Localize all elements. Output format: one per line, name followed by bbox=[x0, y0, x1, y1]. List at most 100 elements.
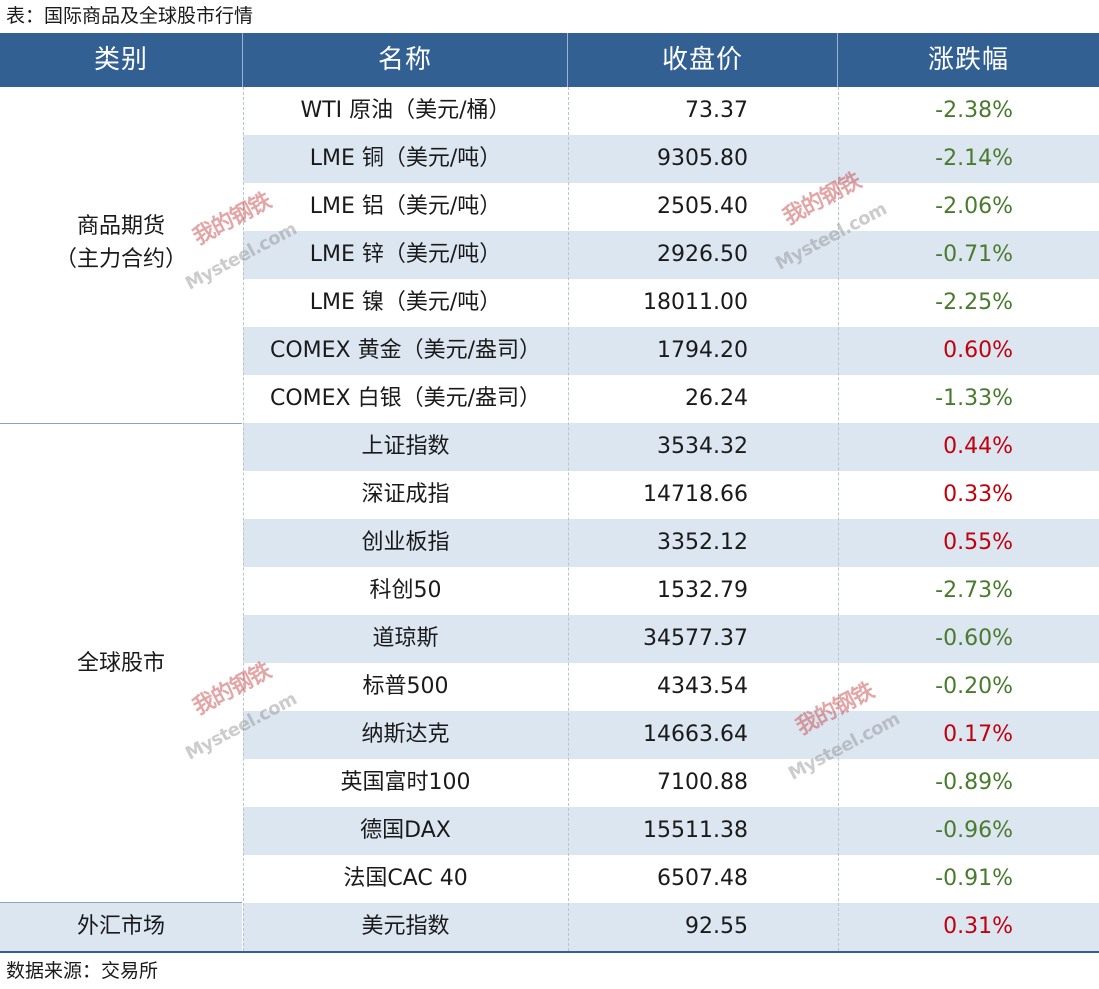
table-row: 上证指数 3534.32 0.44% bbox=[243, 423, 1099, 471]
row-price-cell: 4343.54 bbox=[568, 663, 837, 711]
row-change: -0.91% bbox=[935, 866, 1013, 891]
row-change-cell: -0.60% bbox=[837, 615, 1099, 663]
column-divider bbox=[243, 87, 244, 951]
row-change: -2.25% bbox=[935, 290, 1013, 315]
row-price-cell: 92.55 bbox=[568, 903, 837, 951]
row-price: 2505.40 bbox=[657, 194, 748, 219]
row-price: 9305.80 bbox=[657, 146, 748, 171]
row-name: 科创50 bbox=[369, 578, 442, 603]
row-name: 德国DAX bbox=[360, 818, 451, 843]
table-row: LME 镍（美元/吨） 18011.00 -2.25% bbox=[243, 279, 1099, 327]
row-change-cell: -0.89% bbox=[837, 759, 1099, 807]
row-price: 1794.20 bbox=[657, 338, 748, 363]
table-row: 科创50 1532.79 -2.73% bbox=[243, 567, 1099, 615]
row-price: 15511.38 bbox=[643, 818, 748, 843]
table-row: 深证成指 14718.66 0.33% bbox=[243, 471, 1099, 519]
table-row: WTI 原油（美元/桶） 73.37 -2.38% bbox=[243, 87, 1099, 135]
row-price-cell: 34577.37 bbox=[568, 615, 837, 663]
row-name: 英国富时100 bbox=[340, 770, 471, 795]
category-stocks: 全球股市 bbox=[76, 651, 165, 676]
row-price: 18011.00 bbox=[643, 290, 748, 315]
row-change-cell: -0.71% bbox=[837, 231, 1099, 279]
row-change-cell: -2.38% bbox=[837, 87, 1099, 135]
row-name: 法国CAC 40 bbox=[343, 866, 468, 891]
table-row: 道琼斯 34577.37 -0.60% bbox=[243, 615, 1099, 663]
row-name: 标普500 bbox=[362, 674, 449, 699]
row-change: 0.55% bbox=[943, 530, 1013, 555]
row-price-cell: 14663.64 bbox=[568, 711, 837, 759]
row-price-cell: 18011.00 bbox=[568, 279, 837, 327]
row-name: LME 镍（美元/吨） bbox=[309, 290, 502, 315]
header-change: 涨跌幅 bbox=[927, 45, 1009, 75]
row-change-cell: 0.44% bbox=[837, 423, 1099, 471]
row-change: -0.71% bbox=[935, 242, 1013, 267]
row-change: 0.60% bbox=[943, 338, 1013, 363]
row-price: 7100.88 bbox=[657, 770, 748, 795]
row-price-cell: 26.24 bbox=[568, 375, 837, 423]
row-change-cell: 0.17% bbox=[837, 711, 1099, 759]
row-name: COMEX 白银（美元/盎司） bbox=[269, 386, 542, 411]
row-price: 73.37 bbox=[685, 98, 748, 123]
row-change: 0.33% bbox=[943, 482, 1013, 507]
row-price-cell: 9305.80 bbox=[568, 135, 837, 183]
row-change: -1.33% bbox=[935, 386, 1013, 411]
row-change: -0.60% bbox=[935, 626, 1013, 651]
row-change: -0.20% bbox=[935, 674, 1013, 699]
row-name: LME 锌（美元/吨） bbox=[309, 242, 502, 267]
row-change-cell: -0.91% bbox=[837, 855, 1099, 903]
row-name: 美元指数 bbox=[361, 914, 450, 939]
table-bottom-border bbox=[0, 951, 1099, 953]
row-price: 2926.50 bbox=[657, 242, 748, 267]
table-row: 标普500 4343.54 -0.20% bbox=[243, 663, 1099, 711]
row-price: 4343.54 bbox=[657, 674, 748, 699]
row-price: 3352.12 bbox=[657, 530, 748, 555]
row-name: 纳斯达克 bbox=[361, 722, 450, 747]
forex-cell-bg bbox=[0, 903, 242, 951]
category-separator bbox=[0, 902, 242, 903]
row-change-cell: -2.06% bbox=[837, 183, 1099, 231]
row-price-cell: 1532.79 bbox=[568, 567, 837, 615]
table-row: LME 铜（美元/吨） 9305.80 -2.14% bbox=[243, 135, 1099, 183]
category-commodities: 商品期货 （主力合约） bbox=[0, 210, 242, 276]
row-price-cell: 73.37 bbox=[568, 87, 837, 135]
row-name: 道琼斯 bbox=[372, 626, 439, 651]
row-change-cell: -0.96% bbox=[837, 807, 1099, 855]
row-change: 0.17% bbox=[943, 722, 1013, 747]
row-price: 34577.37 bbox=[643, 626, 748, 651]
category-commodities-line2: （主力合约） bbox=[54, 247, 187, 272]
row-price-cell: 3534.32 bbox=[568, 423, 837, 471]
row-change-cell: 0.55% bbox=[837, 519, 1099, 567]
row-change: 0.31% bbox=[943, 914, 1013, 939]
header-name: 名称 bbox=[243, 33, 568, 87]
table-row: LME 锌（美元/吨） 2926.50 -0.71% bbox=[243, 231, 1099, 279]
row-change: -2.73% bbox=[935, 578, 1013, 603]
row-change-cell: -2.14% bbox=[837, 135, 1099, 183]
row-price: 14663.64 bbox=[643, 722, 748, 747]
row-name: 上证指数 bbox=[361, 434, 450, 459]
row-price-cell: 2505.40 bbox=[568, 183, 837, 231]
table-header: 类别 名称 收盘价 涨跌幅 bbox=[0, 33, 1099, 87]
row-change-cell: 0.31% bbox=[837, 903, 1099, 951]
table-row: COMEX 白银（美元/盎司） 26.24 -1.33% bbox=[243, 375, 1099, 423]
header-price: 收盘价 bbox=[568, 33, 838, 87]
header-category: 类别 bbox=[0, 33, 243, 87]
table-body: 商品期货 （主力合约） 全球股市 外汇市场 WTI 原油（美元/桶） 73.37 -… bbox=[0, 87, 1099, 951]
category-separator bbox=[0, 423, 242, 424]
category-commodities-line1: 商品期货 bbox=[76, 214, 165, 239]
row-price-cell: 2926.50 bbox=[568, 231, 837, 279]
row-change: -2.38% bbox=[935, 98, 1013, 123]
table-row: 英国富时100 7100.88 -0.89% bbox=[243, 759, 1099, 807]
row-price: 92.55 bbox=[685, 914, 748, 939]
row-name: 深证成指 bbox=[361, 482, 450, 507]
row-price: 3534.32 bbox=[657, 434, 748, 459]
row-change: 0.44% bbox=[943, 434, 1013, 459]
table-row: 创业板指 3352.12 0.55% bbox=[243, 519, 1099, 567]
column-divider bbox=[838, 87, 839, 951]
data-source: 数据来源：交易所 bbox=[6, 960, 159, 982]
row-change: -2.06% bbox=[935, 194, 1013, 219]
column-divider bbox=[568, 87, 569, 951]
table-row: 美元指数 92.55 0.31% bbox=[243, 903, 1099, 951]
row-price-cell: 1794.20 bbox=[568, 327, 837, 375]
row-price-cell: 6507.48 bbox=[568, 855, 837, 903]
table-row: 德国DAX 15511.38 -0.96% bbox=[243, 807, 1099, 855]
